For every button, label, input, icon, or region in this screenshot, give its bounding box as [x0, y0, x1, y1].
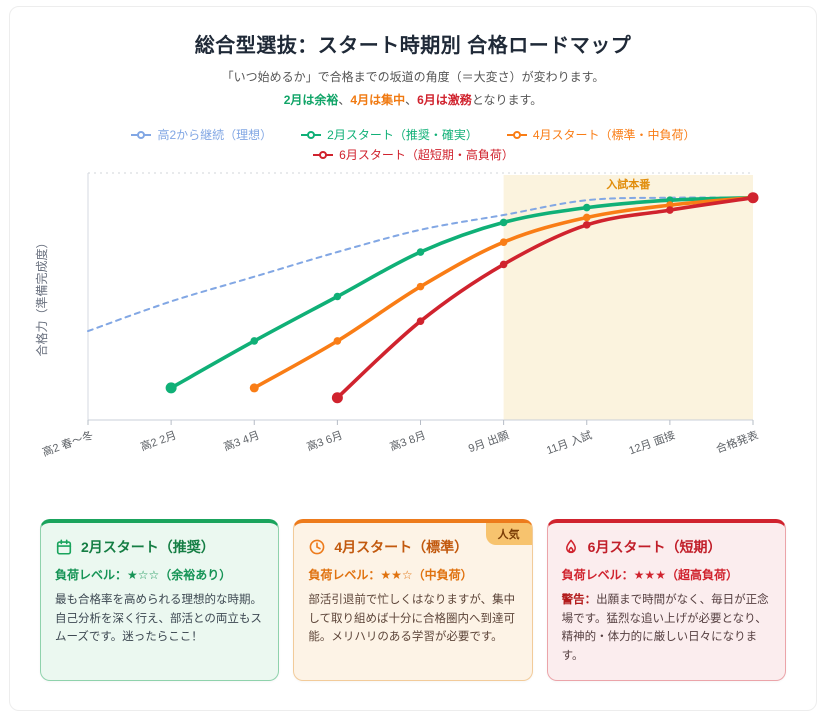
point-apr-0[interactable]	[249, 383, 259, 393]
roadmap-page: 総合型選抜：スタート時期別 合格ロードマップ 「いつ始めるか」で合格までの坂道の…	[9, 6, 817, 711]
card-apr-description: 部活引退前で忙しくはなりますが、集中して取り組めば十分に合格圏内へ到達可能。メリ…	[308, 591, 517, 647]
x-axis-label: 高3 6月	[305, 428, 345, 454]
subtitle-line1: 「いつ始めるか」で合格までの坂道の角度（＝大変さ）が変わります。	[221, 70, 605, 84]
series-line-jun[interactable]	[335, 195, 755, 400]
legend-label-apr: 4月スタート（標準・中負荷）	[532, 128, 696, 142]
subtitle-tail: となります。	[471, 93, 543, 107]
card-body-text: 部活引退前で忙しくはなりますが、集中して取り組めば十分に合格圏内へ到達可能。メリ…	[308, 594, 516, 644]
card-jun-description: 警告：出願まで時間がなく、毎日が正念場です。猛烈な追い上げが必要となり、精神的・…	[562, 591, 771, 666]
card-jun-title: 6月スタート（短期）	[587, 539, 722, 555]
card-apr-header: 4月スタート（標準）	[308, 537, 517, 557]
roadmap-chart: 高2から継続（理想） 2月スタート（推奨・確実） 4月スタート（標準・中負荷） 6月ス…	[33, 126, 793, 461]
card-feb-description: 最も合格率を高められる理想的な時期。自己分析を深く行え、部活との両立もスムーズで…	[55, 591, 264, 647]
legend-item-keizoku[interactable]: 高2から継続（理想）	[130, 126, 272, 143]
subtitle-apr-highlight: 4月は集中	[350, 93, 406, 107]
clock-icon	[308, 538, 326, 556]
load-stars: ★★★	[633, 568, 666, 582]
legend-marker-feb	[301, 130, 322, 139]
legend-item-feb[interactable]: 2月スタート（推奨・確実）	[300, 126, 478, 143]
x-axis-label: 12月 面接	[627, 429, 677, 458]
card-jun-load-level: 負荷レベル：★★★（超高負荷）	[562, 566, 771, 583]
load-note: （超高負荷）	[665, 568, 738, 582]
subtitle-feb-highlight: 2月は余裕	[283, 93, 339, 107]
card-feb-load-level: 負荷レベル：★☆☆（余裕あり）	[55, 566, 264, 583]
x-axis-label: 11月 入試	[544, 428, 593, 457]
legend-item-jun[interactable]: 6月スタート（超短期・高負荷）	[312, 146, 514, 163]
series-keizoku[interactable]	[87, 196, 754, 333]
chart-legend: 高2から継続（理想） 2月スタート（推奨・確実） 4月スタート（標準・中負荷） 6月ス…	[33, 126, 793, 163]
point-feb-4[interactable]	[499, 218, 508, 227]
card-apr-start: 人気 4月スタート（標準） 負荷レベル：★★☆（中負荷） 部活引退前で忙しくはな…	[293, 519, 533, 681]
exam-period-label: 入試本番	[606, 177, 651, 191]
x-axis-label: 高2 春〜冬	[40, 428, 95, 459]
legend-item-apr[interactable]: 4月スタート（標準・中負荷）	[506, 126, 696, 143]
series-line-feb[interactable]	[169, 195, 755, 390]
legend-label-jun: 6月スタート（超短期・高負荷）	[339, 148, 514, 162]
point-jun-1[interactable]	[416, 317, 425, 325]
x-axis-label: 高2 2月	[138, 428, 178, 454]
legend-row-1: 高2から継続（理想） 2月スタート（推奨・確実） 4月スタート（標準・中負荷）	[130, 126, 696, 143]
legend-marker-jun	[313, 150, 334, 159]
point-feb-2[interactable]	[333, 292, 342, 301]
card-apr-title: 4月スタート（標準）	[334, 539, 469, 555]
page-title: 総合型選抜：スタート時期別 合格ロードマップ	[194, 35, 632, 57]
point-feb-5[interactable]	[582, 203, 591, 212]
point-jun-3[interactable]	[582, 221, 591, 229]
subtitle-separator: 、	[405, 93, 418, 107]
x-axis-label: 高3 8月	[388, 428, 428, 454]
card-body-text: 最も合格率を高められる理想的な時期。自己分析を深く行え、部活との両立もスムーズで…	[55, 594, 262, 644]
legend-marker-keizoku	[131, 130, 152, 139]
point-feb-1[interactable]	[250, 337, 259, 345]
load-label: 負荷レベル：	[308, 568, 381, 582]
y-axis-title: 合格力（準備完成度）	[34, 236, 49, 356]
point-apr-2[interactable]	[416, 282, 425, 291]
card-feb-header: 2月スタート（推奨）	[55, 537, 264, 557]
card-jun-header: 6月スタート（短期）	[562, 537, 771, 557]
legend-label-feb: 2月スタート（推奨・確実）	[327, 128, 478, 142]
card-jun-start: 6月スタート（短期） 負荷レベル：★★★（超高負荷） 警告：出願まで時間がなく、…	[546, 519, 786, 681]
load-note: （中負荷）	[412, 568, 473, 582]
x-axis-label: 9月 出願	[466, 428, 510, 456]
load-label: 負荷レベル：	[561, 568, 634, 582]
subtitle-jun-highlight: 6月は激務	[417, 93, 472, 107]
load-stars: ★★☆	[380, 568, 413, 582]
point-feb-3[interactable]	[416, 248, 425, 256]
warning-prefix: 警告：	[561, 594, 597, 606]
card-apr-load-level: 負荷レベル：★★☆（中負荷）	[308, 566, 517, 583]
flame-icon	[562, 538, 580, 556]
popular-badge: 人気	[485, 523, 532, 545]
legend-row-2: 6月スタート（超短期・高負荷）	[312, 146, 514, 163]
subtitle-separator: 、	[338, 93, 351, 107]
load-label: 負荷レベル：	[55, 568, 128, 582]
series-feb[interactable]	[165, 193, 757, 394]
series-line-keizoku[interactable]	[87, 196, 754, 333]
subtitle-line2: 2月は余裕、4月は集中、6月は激務となります。	[30, 91, 796, 108]
card-feb-start: 2月スタート（推奨） 負荷レベル：★☆☆（余裕あり） 最も合格率を高められる理想…	[40, 519, 280, 681]
calendar-icon	[55, 538, 73, 556]
point-jun-5[interactable]	[747, 192, 759, 204]
point-apr-1[interactable]	[333, 337, 342, 345]
start-option-cards: 2月スタート（推奨） 負荷レベル：★☆☆（余裕あり） 最も合格率を高められる理想…	[40, 519, 786, 681]
point-jun-0[interactable]	[331, 392, 343, 404]
point-feb-0[interactable]	[165, 382, 177, 394]
point-apr-3[interactable]	[499, 238, 508, 246]
card-feb-title: 2月スタート（推奨）	[81, 539, 215, 555]
x-axis-label: 合格発表	[714, 428, 760, 456]
point-apr-4[interactable]	[582, 213, 591, 222]
load-stars: ★☆☆	[127, 568, 160, 582]
x-axis-label: 高3 4月	[221, 428, 261, 454]
legend-marker-apr	[506, 130, 527, 139]
point-jun-2[interactable]	[499, 260, 508, 269]
legend-label-keizoku: 高2から継続（理想）	[157, 128, 273, 142]
point-jun-4[interactable]	[666, 206, 674, 214]
card-body-text: 出願まで時間がなく、毎日が正念場です。猛烈な追い上げが必要となり、精神的・体力的…	[561, 594, 769, 662]
series-jun[interactable]	[331, 192, 759, 404]
load-note: （余裕あり）	[159, 568, 232, 582]
